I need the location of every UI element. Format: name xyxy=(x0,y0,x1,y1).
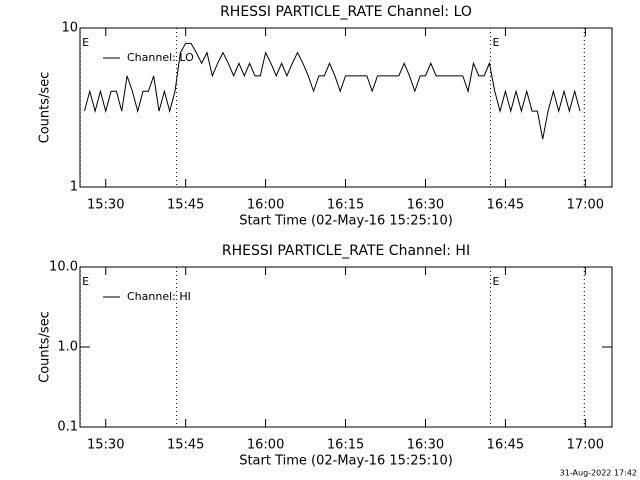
legend-label: Channel: HI xyxy=(127,290,191,303)
chart-title: RHESSI PARTICLE_RATE Channel: HI xyxy=(222,243,470,259)
x-tick-label: 15:30 xyxy=(87,198,124,213)
event-label: E xyxy=(82,36,89,49)
x-tick-label: 15:45 xyxy=(167,438,204,453)
x-tick-label: 15:30 xyxy=(87,438,124,453)
x-tick-label: 16:00 xyxy=(247,198,284,213)
x-tick-label: 16:30 xyxy=(407,198,444,213)
event-label: E xyxy=(82,275,89,288)
x-tick-label: 16:15 xyxy=(327,438,364,453)
event-label: E xyxy=(492,36,499,49)
legend-label: Channel: LO xyxy=(127,51,194,64)
x-axis-label: Start Time (02-May-16 15:25:10) xyxy=(239,214,453,229)
y-tick-label: 10.0 xyxy=(49,260,78,275)
x-tick-label: 17:00 xyxy=(567,198,604,213)
y-tick-label: 1 xyxy=(70,180,78,195)
y-tick-label: 0.1 xyxy=(57,420,78,435)
x-tick-label: 16:15 xyxy=(327,198,364,213)
event-label: E xyxy=(492,275,499,288)
x-axis-label: Start Time (02-May-16 15:25:10) xyxy=(239,454,453,469)
x-tick-label: 16:45 xyxy=(487,438,524,453)
timestamp: 31-Aug-2022 17:42 xyxy=(560,469,637,478)
y-axis-label: Counts/sec xyxy=(38,311,53,383)
x-tick-label: 17:00 xyxy=(567,438,604,453)
x-tick-label: 16:45 xyxy=(487,198,524,213)
y-tick-label: 10 xyxy=(61,21,78,36)
x-tick-label: 16:00 xyxy=(247,438,284,453)
x-tick-label: 15:45 xyxy=(167,198,204,213)
y-axis-label: Counts/sec xyxy=(38,72,53,144)
x-tick-label: 16:30 xyxy=(407,438,444,453)
data-line xyxy=(83,42,581,140)
chart-title: RHESSI PARTICLE_RATE Channel: LO xyxy=(220,4,472,20)
y-tick-label: 1.0 xyxy=(57,340,78,355)
